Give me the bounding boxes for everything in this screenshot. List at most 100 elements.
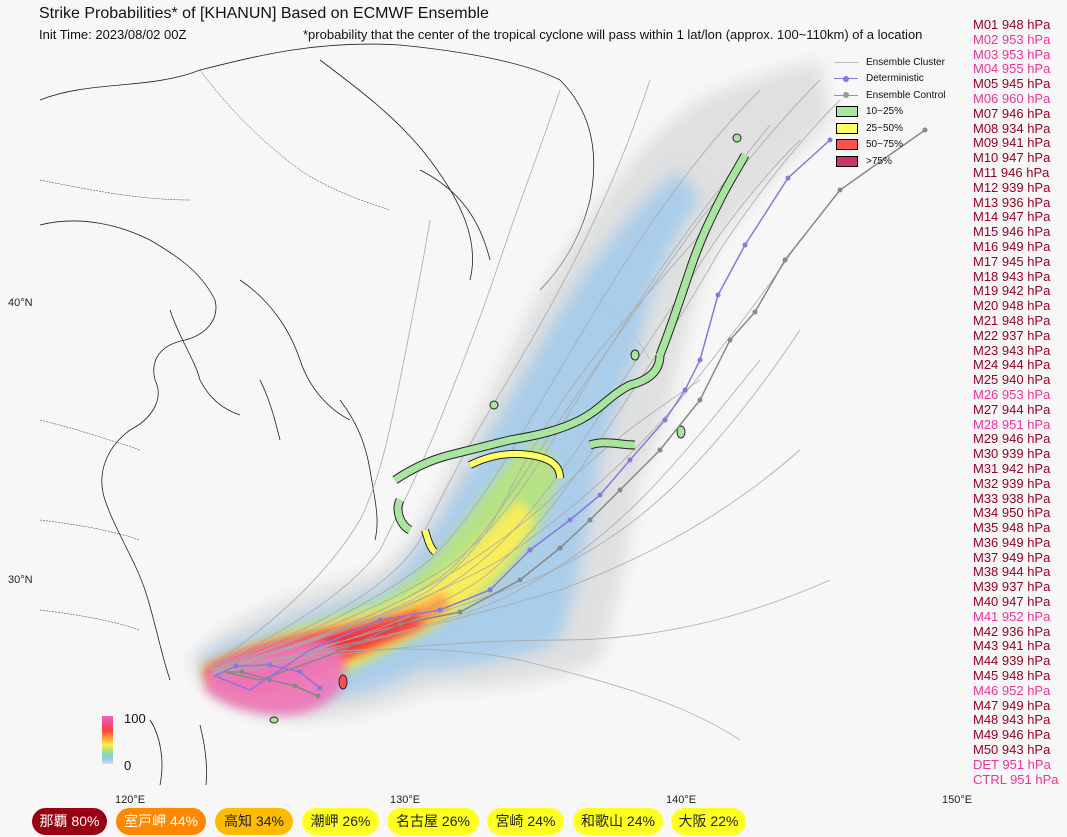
location-badge: 名古屋 26% (387, 808, 479, 835)
member-entry: M43 941 hPa (973, 638, 1051, 654)
member-entry: M03 953 hPa (973, 46, 1051, 62)
member-entry: CTRL 951 hPa (973, 771, 1059, 787)
member-entry: M48 943 hPa (973, 712, 1051, 728)
map-legend: Ensemble Cluster Deterministic Ensemble … (834, 54, 954, 170)
member-entry: M40 947 hPa (973, 594, 1051, 610)
member-entry: DET 951 hPa (973, 756, 1051, 772)
member-entry: M31 942 hPa (973, 460, 1051, 476)
member-entry: M05 945 hPa (973, 76, 1051, 92)
member-entry: M02 953 hPa (973, 31, 1051, 47)
legend-line-dot-icon (834, 92, 858, 99)
lon-label-140: 140°E (666, 794, 697, 806)
member-entry: M07 946 hPa (973, 105, 1051, 121)
member-entry: M47 949 hPa (973, 697, 1051, 713)
member-entry: M30 939 hPa (973, 446, 1051, 462)
member-entry: M44 939 hPa (973, 653, 1051, 669)
member-entry: M34 950 hPa (973, 505, 1051, 521)
member-entry: M41 952 hPa (973, 608, 1051, 624)
member-entry: M04 955 hPa (973, 61, 1051, 77)
member-entry: M09 941 hPa (973, 135, 1051, 151)
member-entry: M21 948 hPa (973, 312, 1051, 328)
member-entry: M17 945 hPa (973, 253, 1051, 269)
member-entry: M39 937 hPa (973, 579, 1051, 595)
footnote: *probability that the center of the trop… (303, 27, 923, 42)
member-entry: M45 948 hPa (973, 668, 1051, 684)
legend-bin: 25~50% (834, 120, 954, 137)
location-badge: 和歌山 24% (573, 808, 663, 835)
legend-bin-label: >75% (866, 155, 892, 167)
member-entry: M35 948 hPa (973, 520, 1051, 536)
member-entry: M16 949 hPa (973, 238, 1051, 254)
legend-deterministic: Deterministic (834, 71, 954, 88)
legend-swatch (836, 122, 858, 134)
legend-swatch (836, 106, 858, 118)
member-entry: M29 946 hPa (973, 431, 1051, 447)
member-entry: M24 944 hPa (973, 357, 1051, 373)
colorbar (102, 716, 113, 764)
legend-bin: 10~25% (834, 104, 954, 121)
member-entry: M26 953 hPa (973, 386, 1051, 402)
member-entry: M01 948 hPa (973, 17, 1051, 32)
legend-bin-label: 10~25% (866, 106, 903, 118)
location-badge: 高知 34% (215, 808, 293, 835)
member-entry: M11 946 hPa (973, 164, 1050, 180)
member-entry: M19 942 hPa (973, 283, 1051, 299)
lon-label-120: 120°E (115, 794, 146, 806)
legend-ensemble-cluster: Ensemble Cluster (834, 54, 954, 71)
member-entry: M14 947 hPa (973, 209, 1051, 225)
member-entry: M13 936 hPa (973, 194, 1051, 210)
contour-50-75 (338, 674, 348, 690)
lat-label-30: 30°N (8, 574, 33, 586)
member-entry: M10 947 hPa (973, 150, 1051, 166)
location-badge: 那覇 80% (32, 808, 107, 835)
legend-line-dot-icon (834, 75, 858, 82)
member-entry: M15 946 hPa (973, 224, 1051, 240)
location-badge: 宮崎 24% (487, 808, 564, 835)
map-title: Strike Probabilities* of [KHANUN] Based … (39, 5, 489, 22)
location-badge: 室戸岬 44% (116, 808, 206, 835)
init-time: Init Time: 2023/08/02 00Z (39, 27, 187, 42)
member-entry: M08 934 hPa (973, 120, 1051, 136)
member-entry: M12 939 hPa (973, 179, 1051, 195)
member-pressure-list: M01 948 hPa M02 953 hPa M03 953 hPa M04 955… (973, 17, 1067, 787)
member-entry: M32 939 hPa (973, 475, 1051, 491)
legend-bin: >75% (834, 153, 954, 170)
member-entry: M06 960 hPa (973, 90, 1051, 106)
deterministic-track (213, 137, 833, 691)
member-entry: M50 943 hPa (973, 742, 1051, 758)
member-entry: M22 937 hPa (973, 327, 1051, 343)
member-entry: M18 943 hPa (973, 268, 1051, 284)
legend-swatch (836, 139, 858, 151)
lon-label-150: 150°E (942, 794, 973, 806)
member-entry: M36 949 hPa (973, 534, 1051, 550)
colorbar-min: 0 (124, 758, 132, 773)
legend-bins: 10~25% 25~50% 50~75% >75% (834, 104, 954, 170)
member-entry: M49 946 hPa (973, 727, 1051, 743)
member-entry: M23 943 hPa (973, 342, 1051, 358)
legend-bin-label: 25~50% (866, 122, 903, 134)
ensemble-control-track (224, 127, 928, 699)
location-badge: 大阪 22% (671, 808, 746, 835)
location-badge: 潮岬 26% (302, 808, 379, 835)
member-entry: M20 948 hPa (973, 298, 1051, 314)
small-islands (269, 133, 742, 724)
member-entry: M27 944 hPa (973, 401, 1051, 417)
legend-ensemble-control: Ensemble Control (834, 87, 954, 104)
member-entry: M28 951 hPa (973, 416, 1051, 432)
lon-label-130: 130°E (390, 794, 421, 806)
colorbar-max: 100 (124, 711, 146, 726)
member-entry: M46 952 hPa (973, 682, 1051, 698)
political-borders (39, 69, 391, 631)
probability-blue (200, 170, 700, 701)
legend-bin-label: 50~75% (866, 139, 903, 151)
lat-label-40: 40°N (8, 297, 33, 309)
member-entry: M37 949 hPa (973, 549, 1051, 565)
member-entry: M38 944 hPa (973, 564, 1051, 580)
contour-10-25 (392, 152, 750, 535)
coastlines (39, 43, 595, 786)
legend-line-icon (834, 61, 858, 63)
legend-bin: 50~75% (834, 137, 954, 154)
member-entry: M25 940 hPa (973, 372, 1051, 388)
contour-25-50 (421, 449, 564, 556)
